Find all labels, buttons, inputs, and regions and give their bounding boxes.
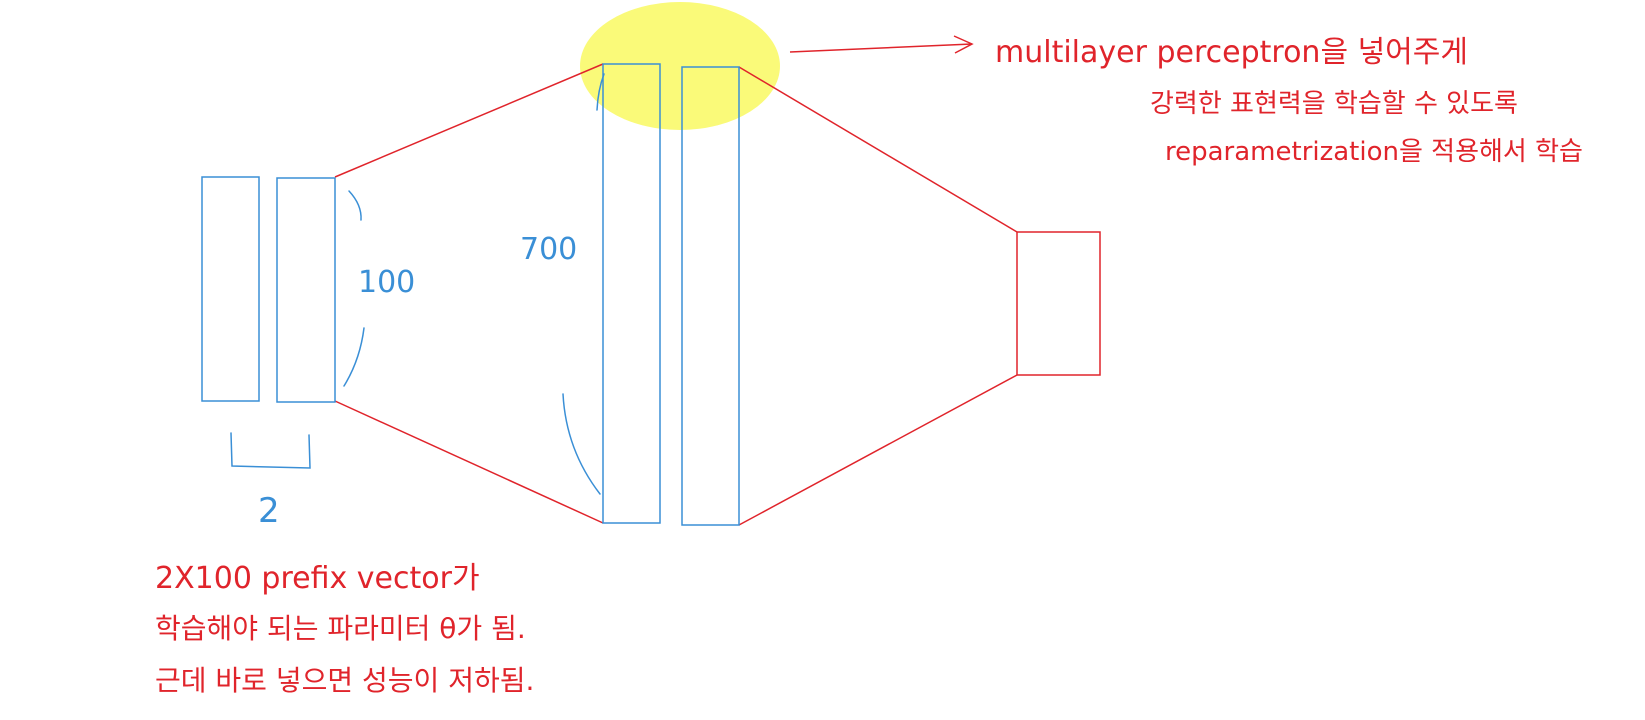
prefix-vector-box-2 [276, 177, 336, 403]
prefix-note-line-1: 2X100 prefix vector가 [155, 561, 480, 596]
label-prefix-width: 2 [258, 491, 280, 531]
label-hidden-size: 700 [520, 232, 577, 267]
prefix-note-line-3: 근데 바로 넣으면 성능이 저하됨. [155, 664, 534, 697]
prefix-note-line-2: 학습해야 되는 파라미터 θ가 됨. [155, 612, 526, 645]
hidden-layer-box-1 [602, 63, 661, 524]
output-box [1016, 231, 1101, 376]
connector-top-right [738, 66, 1018, 233]
brace-100-bottom [343, 327, 365, 387]
connector-top-left [334, 63, 604, 178]
connector-bottom-right [738, 374, 1018, 526]
arrow-to-note [789, 35, 974, 54]
brace-100-top [348, 190, 362, 221]
brace-700-bottom [562, 393, 601, 495]
brace-700-top [596, 73, 605, 111]
mlp-note-line-3: reparametrization을 적용해서 학습 [1165, 137, 1583, 167]
hidden-layer-box-2 [681, 66, 740, 526]
brace-2 [230, 432, 311, 469]
prefix-vector-box-1 [201, 176, 260, 402]
connector-bottom-left [334, 400, 604, 524]
mlp-connectors [334, 63, 1018, 526]
mlp-note-line-1: multilayer perceptron을 넣어주게 [995, 35, 1468, 70]
mlp-note-line-2: 강력한 표현력을 학습할 수 있도록 [1150, 89, 1518, 119]
mlp-highlight [580, 2, 780, 130]
dimension-marks [230, 73, 605, 495]
label-prefix-height: 100 [358, 265, 415, 300]
